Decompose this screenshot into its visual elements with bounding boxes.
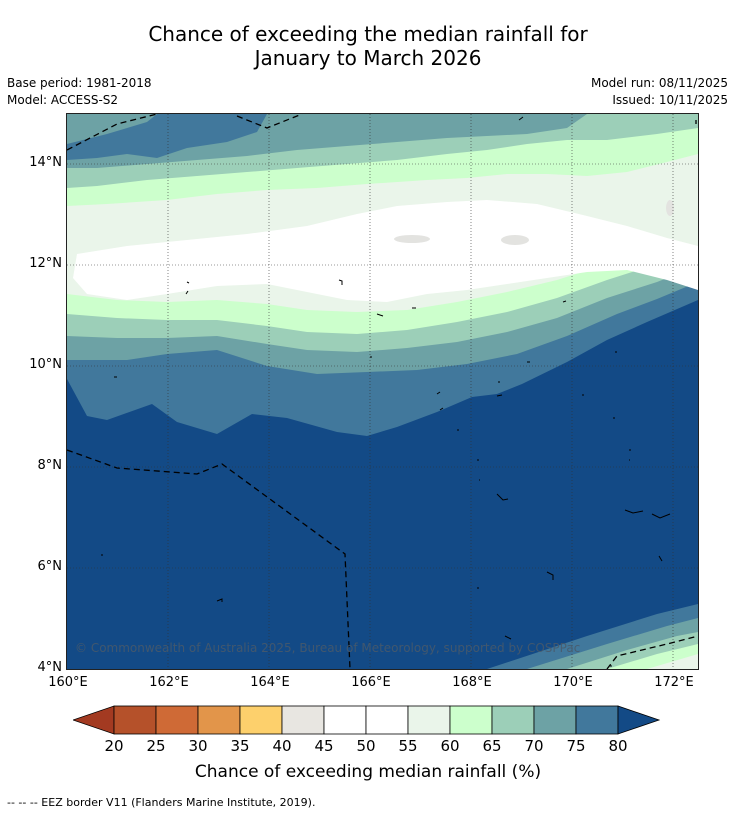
colorbar-tick-label: 20 [104,737,124,755]
lon-label-166e: 166°E [351,675,391,690]
lon-label-168e: 168°E [452,675,492,690]
colorbar-segment [155,705,199,735]
band-40-45-patch-c [666,200,674,216]
band-40-45-patch-a [394,235,430,243]
colorbar-tick-label: 65 [482,737,502,755]
lon-label-172e: 172°E [654,675,694,690]
eez-legend-footer: -- -- -- EEZ border V11 (Flanders Marine… [7,796,316,809]
colorbar-segment [491,705,535,735]
eez-border [67,114,698,669]
rainfall-map: © Commonwealth of Australia 2025, Bureau… [66,113,699,670]
colorbar-tick-label: 50 [356,737,376,755]
lat-label-4n: 4°N [37,660,63,675]
colorbar-segment [533,705,577,735]
meta-right: Model run: 08/11/2025 Issued: 10/11/2025 [591,75,728,109]
band-50-55-core [73,200,698,302]
map-svg [67,114,698,669]
colorbar-segment [197,705,241,735]
lon-label-160e: 160°E [48,675,88,690]
colorbar-label: Chance of exceeding median rainfall (%) [194,762,542,782]
colorbar-tick-label: 40 [272,737,292,755]
colorbar-tick-label: 30 [188,737,208,755]
colorbar-tick-label: 55 [398,737,418,755]
colorbar-arrow-low [73,705,115,735]
colorbar-tick-label: 45 [314,737,334,755]
lon-label-170e: 170°E [553,675,593,690]
colorbar-segments [73,705,661,735]
title-line-1: Chance of exceeding the median rainfall … [148,22,588,46]
colorbar-tick-label: 80 [608,737,628,755]
model-text: Model: ACCESS-S2 [7,93,119,107]
colorbar-segment [575,705,619,735]
base-period-text: Base period: 1981-2018 [7,76,152,90]
map-title: Chance of exceeding the median rainfall … [0,22,736,70]
colorbar-segment [323,705,367,735]
lat-label-12n: 12°N [29,256,62,271]
graticule [67,114,698,669]
colorbar-segment [449,705,493,735]
lat-label-8n: 8°N [37,458,63,473]
colorbar-tick-label: 25 [146,737,166,755]
title-line-2: January to March 2026 [254,46,482,70]
colorbar-tick-label: 35 [230,737,250,755]
lat-label-6n: 6°N [37,559,63,574]
lon-label-164e: 164°E [250,675,290,690]
copyright-notice: © Commonwealth of Australia 2025, Bureau… [75,641,581,655]
band-50-55-south [647,654,698,669]
colorbar-arrow-high [617,705,661,735]
colorbar-segment [365,705,409,735]
colorbar-tick-label: 60 [440,737,460,755]
band-40-45-patch-b [501,235,529,245]
islands [101,116,671,667]
band-75-80-north [67,114,267,160]
colorbar-segment [407,705,451,735]
colorbar-tick-label: 75 [566,737,586,755]
meta-left: Base period: 1981-2018 Model: ACCESS-S2 [7,75,152,109]
model-run-text: Model run: 08/11/2025 [590,76,728,90]
colorbar-tick-label: 70 [524,737,544,755]
colorbar-segment [113,705,157,735]
lon-label-162e: 162°E [149,675,189,690]
colorbar [73,705,661,735]
lat-label-10n: 10°N [29,357,62,372]
lat-label-14n: 14°N [29,155,62,170]
colorbar-segment [239,705,283,735]
colorbar-segment [281,705,325,735]
issued-text: Issued: 10/11/2025 [612,93,728,107]
